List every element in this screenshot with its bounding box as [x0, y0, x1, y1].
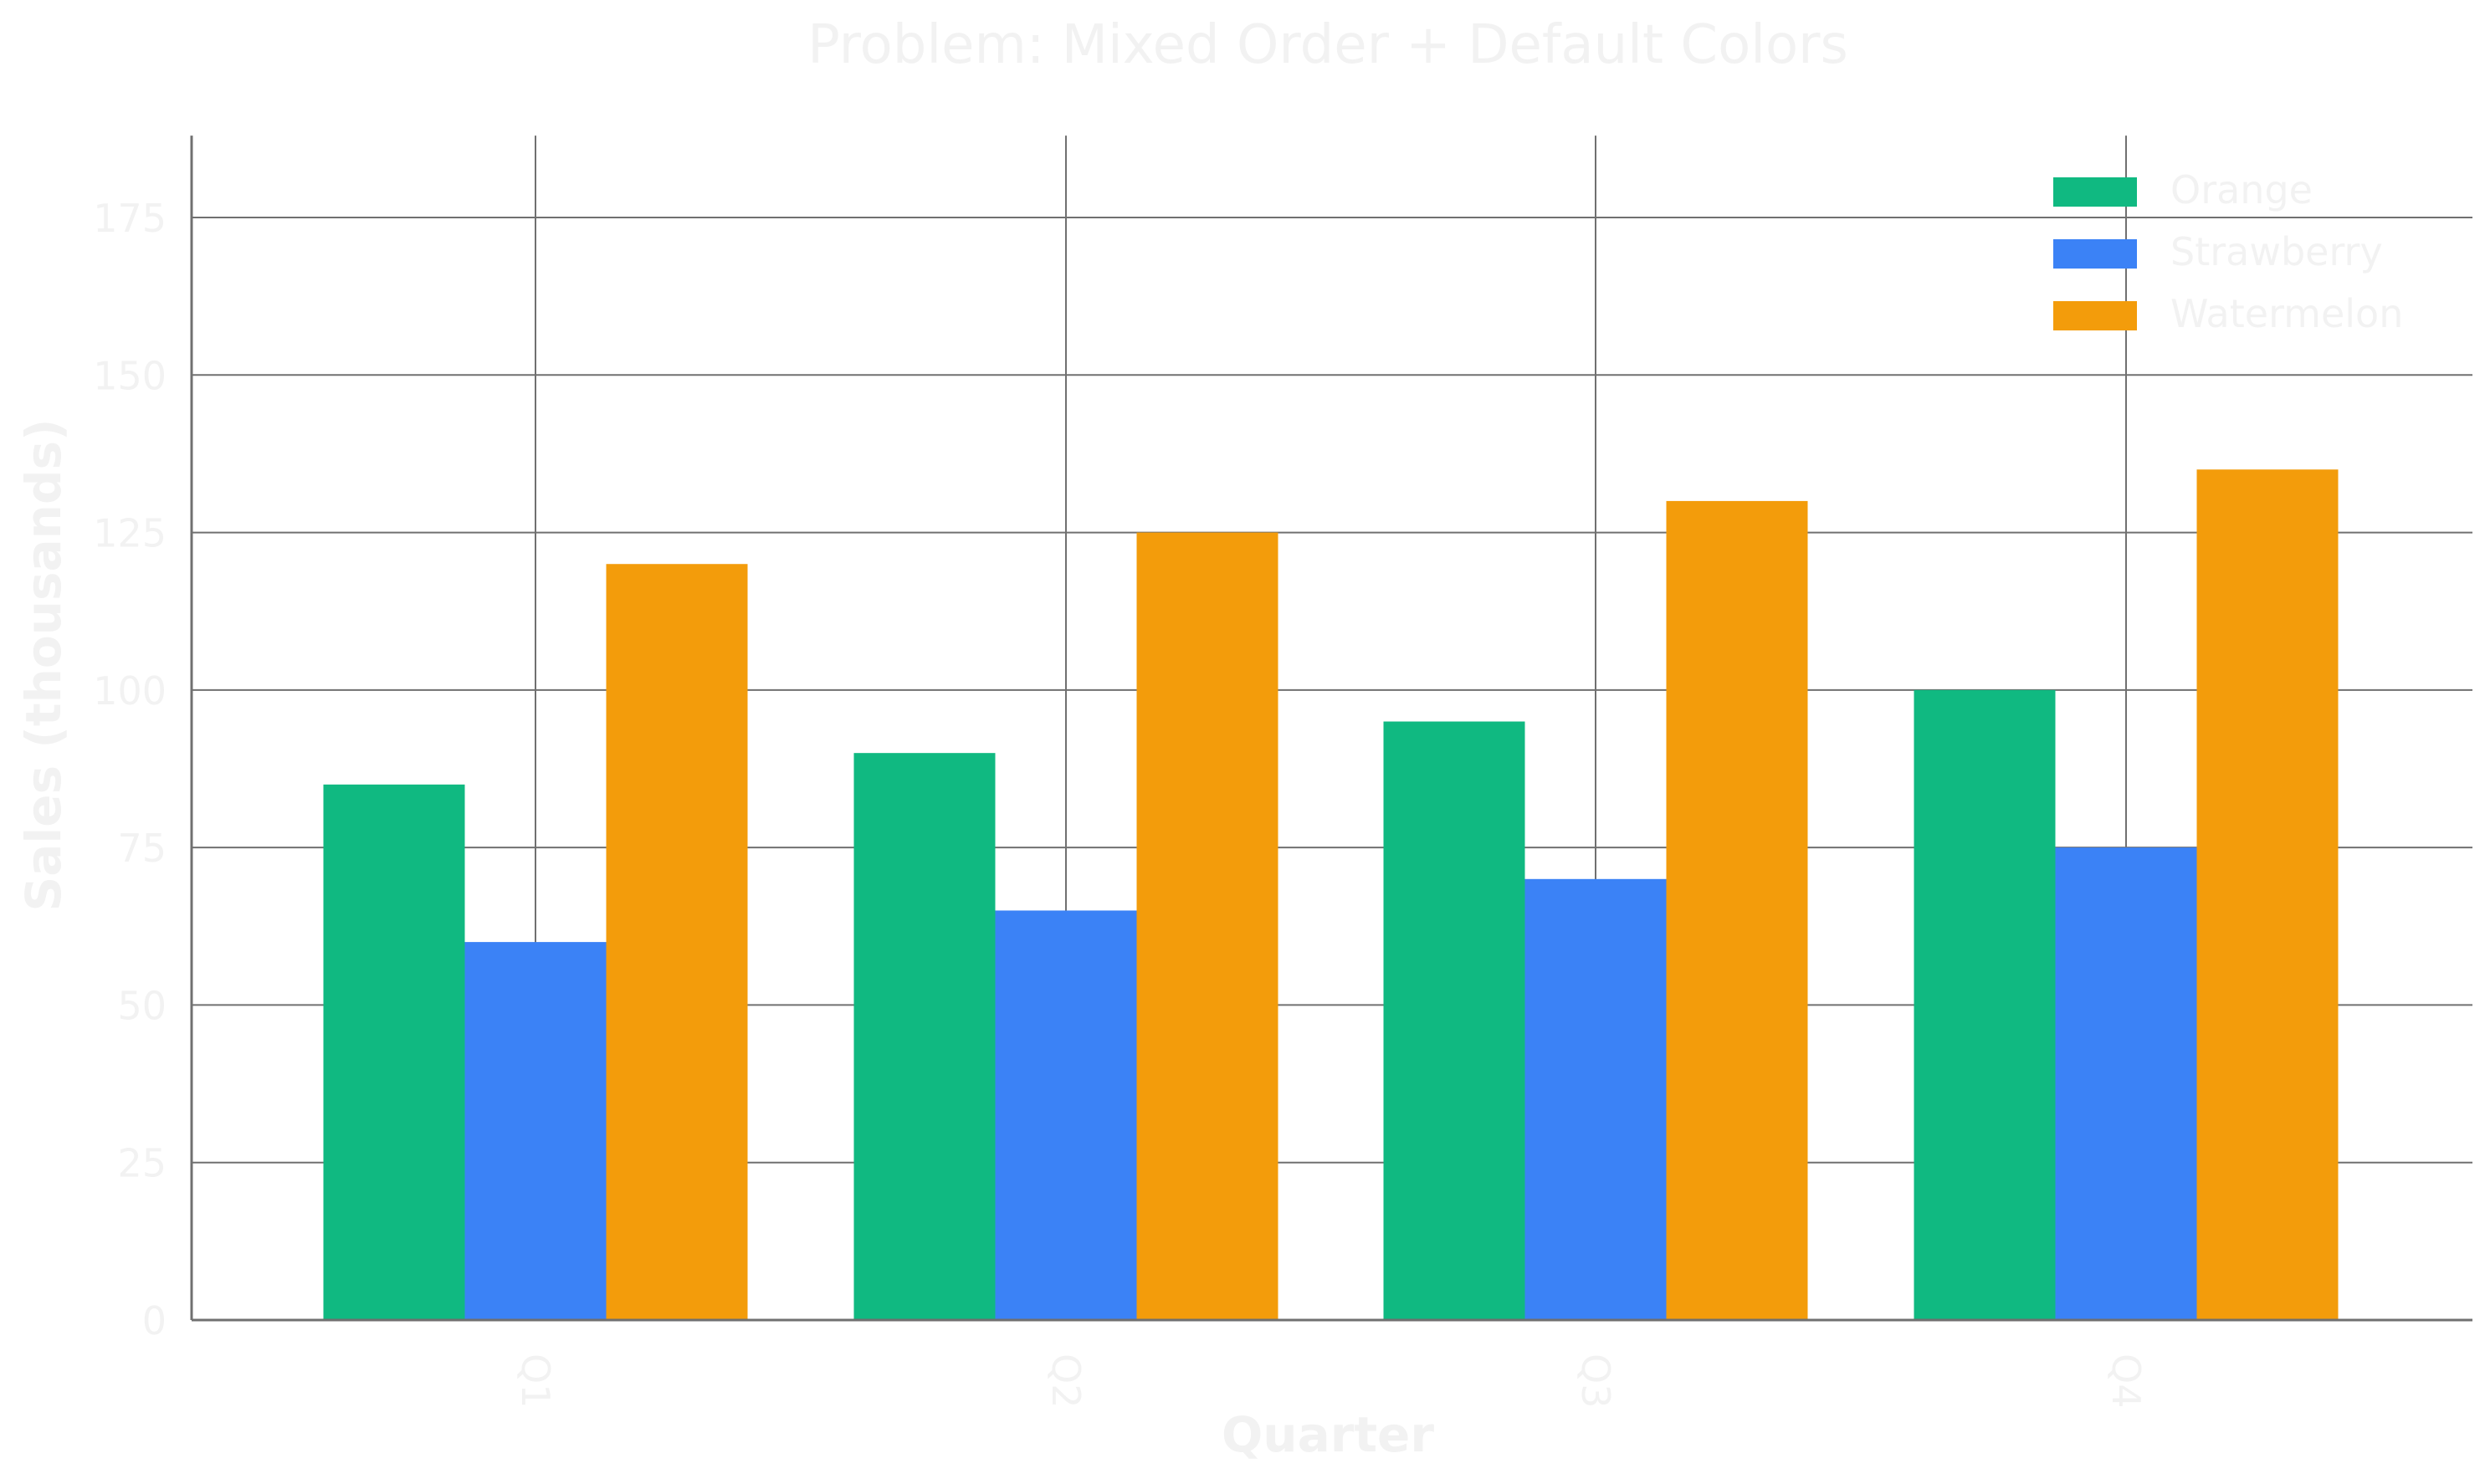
tick-labels: 0 25 50 75 100 125 150 175 Q1 Q2 Q3 Q4 [93, 196, 2149, 1408]
legend-swatch-strawberry [2053, 239, 2137, 269]
legend-swatch-watermelon [2053, 301, 2137, 330]
bar-watermelon-q3 [1666, 500, 1808, 1320]
bar-strawberry-q1 [464, 942, 607, 1320]
y-axis-label: Sales (thousands) [15, 418, 72, 911]
y-tick-label-25: 25 [117, 1141, 167, 1186]
axes [190, 136, 2472, 1322]
y-tick-label-50: 50 [117, 983, 167, 1028]
y-tick-label-75: 75 [117, 826, 167, 871]
bar-orange-q2 [853, 753, 996, 1320]
bar-watermelon-q2 [1136, 532, 1278, 1320]
bars [323, 469, 2339, 1320]
y-tick-label-150: 150 [93, 353, 167, 398]
y-tick-label-175: 175 [93, 196, 167, 241]
y-tick-label-0: 0 [142, 1298, 167, 1343]
x-tick-label-q2: Q2 [1043, 1354, 1089, 1408]
x-tick-label-q3: Q3 [1573, 1354, 1618, 1408]
legend-swatch-orange [2053, 177, 2137, 207]
legend-label-strawberry: Strawberry [2170, 229, 2383, 274]
legend-label-watermelon: Watermelon [2170, 291, 2403, 336]
bar-strawberry-q3 [1524, 878, 1667, 1320]
x-tick-label-q4: Q4 [2103, 1354, 2149, 1408]
bar-watermelon-q4 [2196, 469, 2339, 1320]
legend-label-orange: Orange [2170, 167, 2313, 212]
bar-watermelon-q1 [606, 564, 748, 1320]
bar-orange-q1 [323, 784, 465, 1320]
bar-strawberry-q4 [2055, 847, 2197, 1320]
y-tick-label-125: 125 [93, 511, 167, 556]
chart-title: Problem: Mixed Order + Default Colors [807, 14, 1848, 76]
bar-orange-q3 [1383, 721, 1525, 1320]
legend: Orange Strawberry Watermelon [2053, 167, 2403, 336]
x-axis-label: Quarter [1222, 1406, 1434, 1463]
bar-orange-q4 [1914, 689, 2056, 1320]
y-tick-label-100: 100 [93, 668, 167, 714]
x-tick-label-q1: Q1 [513, 1354, 558, 1408]
bar-strawberry-q2 [995, 910, 1137, 1320]
